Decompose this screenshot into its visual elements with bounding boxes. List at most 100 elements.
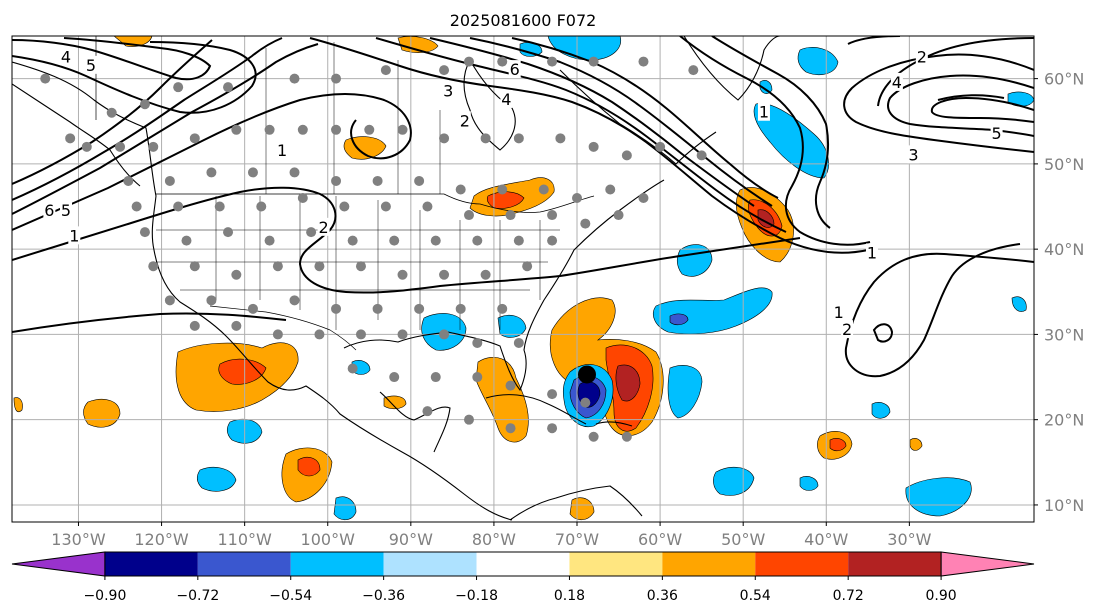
station-marker — [430, 372, 441, 383]
colorbar-tick-label: 0.90 — [926, 588, 957, 604]
station-marker — [455, 184, 466, 195]
station-marker — [181, 235, 192, 246]
station-marker — [621, 150, 632, 161]
contour-line — [872, 323, 894, 343]
station-marker — [372, 175, 383, 186]
coastline-hudson-bay — [463, 58, 516, 151]
station-marker — [247, 167, 258, 178]
station-marker — [513, 337, 524, 348]
contour-label-bg — [890, 72, 903, 91]
station-marker — [256, 201, 267, 212]
station-marker — [173, 201, 184, 212]
colorbar-tick-label: 0.72 — [833, 588, 864, 604]
latitude-tick-label: 50°N — [1044, 155, 1084, 174]
contour-label: 5 — [86, 56, 96, 75]
colorbar-extend-high — [940, 551, 1035, 577]
contour-label-bg — [865, 243, 878, 262]
contour-label: 2 — [917, 47, 927, 66]
contour-label: 1 — [834, 303, 844, 322]
station-marker — [231, 269, 242, 280]
station-marker — [497, 56, 508, 67]
contour-label: 1 — [69, 226, 79, 245]
station-marker — [613, 210, 624, 221]
station-marker — [655, 141, 666, 152]
contour-label: 1 — [759, 103, 769, 122]
station-marker — [264, 235, 275, 246]
shade-positive-strong — [486, 191, 525, 209]
station-marker — [472, 235, 483, 246]
station-marker — [331, 303, 342, 314]
coastline-yucatan — [379, 391, 451, 453]
shade-negative — [759, 80, 773, 94]
shade-positive-strong — [297, 457, 321, 477]
station-markers — [40, 56, 707, 442]
contour-label: 2 — [460, 111, 470, 130]
colorbar-extend-low — [11, 551, 106, 577]
colorbar-segment — [662, 552, 756, 576]
map-title: 2025081600 F072 — [450, 11, 597, 30]
station-marker — [372, 303, 383, 314]
station-marker — [430, 235, 441, 246]
longitude-tick-label: 60°W — [638, 530, 682, 549]
station-marker — [115, 141, 126, 152]
station-marker — [380, 201, 391, 212]
contour-label: 5 — [992, 124, 1002, 143]
state-lines — [156, 196, 560, 330]
colorbar — [11, 551, 1035, 577]
station-marker — [289, 167, 300, 178]
colorbar-tick-label: 0.36 — [647, 588, 678, 604]
station-marker — [505, 423, 516, 434]
station-marker — [688, 65, 699, 76]
station-marker — [422, 201, 433, 212]
station-marker — [547, 56, 558, 67]
longitude-tick-label: 120°W — [134, 530, 189, 549]
coastline-cuba — [485, 394, 587, 425]
contour-label-bg — [458, 111, 471, 130]
longitude-tick-label: 30°W — [887, 530, 931, 549]
station-marker — [439, 133, 450, 144]
contour-line — [511, 37, 779, 199]
station-marker — [139, 99, 150, 110]
contour-label-bg — [442, 81, 455, 100]
colorbar-tick-label: −0.54 — [269, 588, 312, 604]
shade-positive — [397, 36, 439, 53]
station-marker — [206, 167, 217, 178]
longitude-tick-label: 50°W — [721, 530, 765, 549]
station-marker — [463, 56, 474, 67]
station-marker — [439, 329, 450, 340]
station-marker — [272, 261, 283, 272]
anomaly-shading — [13, 36, 1034, 521]
shade-negative — [667, 365, 703, 419]
contour-label: 6 — [510, 60, 520, 79]
contour-label-bg — [832, 303, 845, 322]
station-marker — [123, 175, 134, 186]
station-marker — [164, 295, 175, 306]
contour-line — [711, 36, 831, 229]
station-marker — [588, 141, 599, 152]
latitude-axis: 60°N 50°N 40°N 30°N 20°N 10°N — [1034, 70, 1084, 515]
colorbar-segment — [383, 552, 477, 576]
colorbar-segment — [197, 552, 291, 576]
latitude-tick-label: 60°N — [1044, 70, 1084, 89]
station-marker — [455, 303, 466, 314]
contour-label: 6 — [44, 201, 54, 220]
station-marker — [164, 175, 175, 186]
colorbar-tick-label: 0.54 — [740, 588, 771, 604]
colorbar-segment — [290, 552, 384, 576]
contour-label: 5 — [61, 201, 71, 220]
graticule — [12, 36, 1034, 522]
station-marker — [347, 235, 358, 246]
station-marker — [297, 124, 308, 135]
colorbar-frame — [104, 551, 942, 577]
contour-label: 4 — [61, 47, 71, 66]
station-marker — [247, 303, 258, 314]
station-marker — [422, 406, 433, 417]
contour-label-bg — [508, 60, 521, 79]
border-us-canada — [156, 193, 595, 213]
shade-negative — [905, 477, 972, 517]
station-marker — [355, 329, 366, 340]
colorbar-segment — [476, 552, 570, 576]
contour-label-bg — [317, 217, 330, 236]
station-marker — [580, 397, 591, 408]
